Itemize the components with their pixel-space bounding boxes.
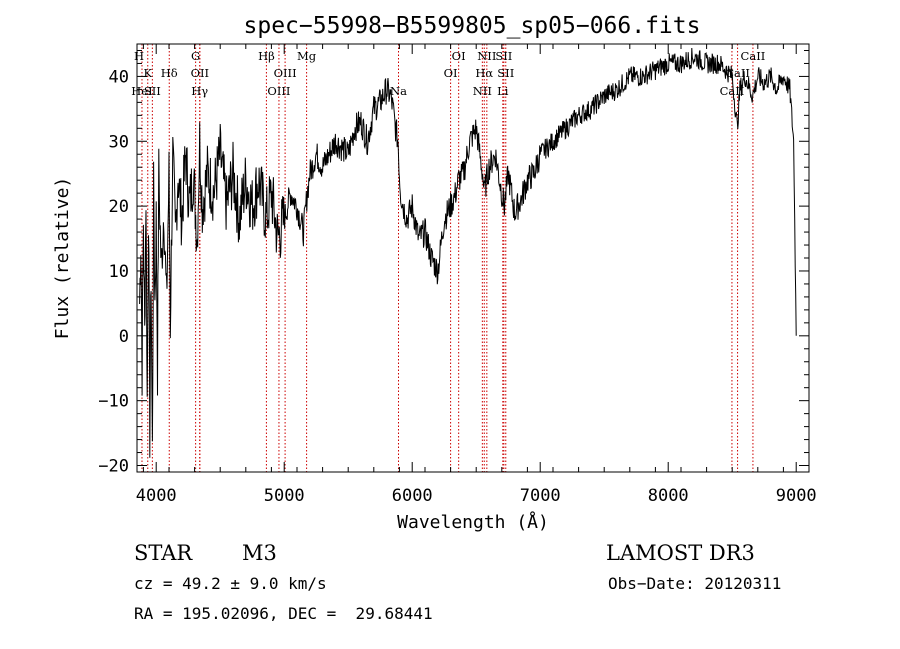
object-subclass: M3	[242, 541, 277, 565]
y-tick-label-0: −20	[98, 457, 129, 477]
observation-date: Obs−Date: 20120311	[608, 574, 781, 593]
line-marker-label-15: NII	[477, 49, 496, 63]
survey-name: LAMOST DR3	[606, 541, 755, 565]
y-axis-label: Flux (relative)	[52, 177, 73, 340]
object-class: STAR	[134, 541, 193, 565]
x-tick-label-1: 5000	[264, 486, 305, 506]
line-marker-label-3: SII	[144, 84, 161, 98]
y-tick-label-2: 0	[119, 327, 129, 347]
line-marker-label-4: Hδ	[161, 66, 178, 80]
line-marker-label-0: H	[134, 49, 144, 63]
x-axis-label: Wavelength (Å)	[397, 511, 549, 533]
line-marker-label-16: SII	[495, 49, 512, 63]
line-marker-label-7: Hγ	[191, 84, 208, 98]
line-marker-label-12: Na	[390, 84, 407, 98]
line-marker-label-8: Hβ	[258, 49, 275, 63]
line-marker-label-14: OI	[444, 66, 458, 80]
line-marker-label-9: OIII	[274, 66, 297, 80]
x-tick-label-2: 6000	[392, 486, 433, 506]
line-marker-label-1: K	[143, 66, 152, 80]
line-marker-label-13: OI	[452, 49, 466, 63]
spectrum-line	[139, 47, 797, 458]
y-tick-label-5: 30	[109, 132, 129, 152]
line-marker-label-2: HeI	[131, 84, 152, 98]
line-marker-label-10: OIII	[267, 84, 290, 98]
line-marker-label-22: CaII	[725, 66, 750, 80]
line-markers	[141, 44, 754, 472]
line-marker-label-5: G	[191, 49, 200, 63]
line-marker-labels: HKHeISIIHδGOIIHγHβOIIIOIIIMgNaOIOINIISII…	[131, 49, 765, 98]
line-marker-label-11: Mg	[297, 49, 317, 63]
line-marker-label-21: CaII	[741, 49, 766, 63]
line-marker-label-19: NII	[473, 84, 492, 98]
line-marker-label-6: OII	[191, 66, 210, 80]
x-tick-label-5: 9000	[776, 486, 817, 506]
y-tick-label-1: −10	[98, 392, 129, 412]
axis-ticks: 4000 5000 6000 7000 8000 9000 −20 −10 0 10 20 30 40	[98, 44, 817, 506]
plot-frame	[136, 43, 810, 473]
x-tick-label-3: 7000	[520, 486, 561, 506]
line-marker-label-23: CaII	[720, 84, 745, 98]
line-marker-label-18: SII	[497, 66, 514, 80]
coordinates: RA = 195.02096, DEC = 29.68441	[134, 604, 433, 623]
line-marker-label-20: Li	[497, 84, 509, 98]
y-tick-label-6: 40	[109, 67, 129, 87]
redshift-velocity: cz = 49.2 ± 9.0 km/s	[134, 574, 327, 593]
x-tick-label-0: 4000	[136, 486, 177, 506]
x-tick-label-4: 8000	[648, 486, 689, 506]
y-tick-label-4: 20	[109, 197, 129, 217]
spectrum-series	[139, 47, 797, 458]
line-marker-label-17: Hα	[475, 66, 493, 80]
y-tick-label-3: 10	[109, 262, 129, 282]
chart-title: spec−55998−B5599805_sp05−066.fits	[244, 13, 701, 39]
